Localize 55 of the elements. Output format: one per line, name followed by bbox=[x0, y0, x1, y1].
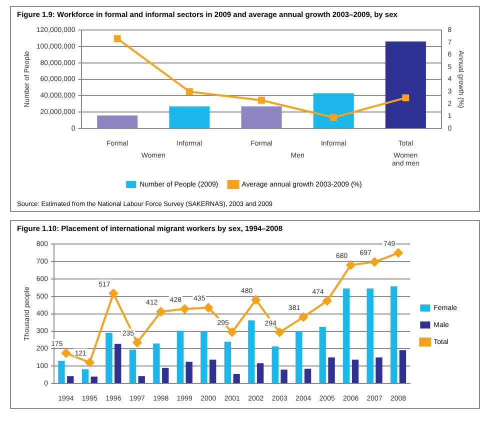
bar bbox=[313, 93, 354, 128]
bar bbox=[67, 376, 74, 384]
bar bbox=[343, 288, 350, 384]
point bbox=[402, 94, 410, 102]
point bbox=[322, 296, 332, 306]
bar bbox=[106, 332, 112, 384]
point bbox=[180, 304, 190, 314]
bar bbox=[129, 350, 136, 384]
bar bbox=[58, 360, 65, 384]
bar bbox=[256, 363, 264, 384]
bar bbox=[176, 330, 184, 384]
bar bbox=[114, 344, 122, 384]
bar bbox=[296, 331, 302, 384]
bar bbox=[376, 357, 382, 384]
bar bbox=[390, 286, 398, 384]
bar bbox=[328, 357, 335, 384]
bar bbox=[233, 374, 240, 384]
bar bbox=[169, 106, 210, 128]
bar bbox=[153, 343, 160, 384]
point bbox=[156, 307, 166, 316]
bar bbox=[241, 106, 282, 128]
point bbox=[370, 257, 380, 266]
point bbox=[61, 348, 70, 358]
bar bbox=[248, 320, 255, 384]
point bbox=[85, 358, 94, 367]
point bbox=[394, 248, 403, 258]
point bbox=[275, 328, 284, 337]
point bbox=[298, 312, 308, 322]
point bbox=[346, 260, 356, 270]
point bbox=[114, 35, 121, 42]
bar bbox=[209, 360, 216, 384]
bar bbox=[138, 376, 145, 384]
point bbox=[204, 303, 213, 312]
point bbox=[132, 338, 142, 348]
point bbox=[251, 295, 260, 304]
bar bbox=[352, 360, 359, 384]
bar bbox=[399, 350, 406, 384]
bar bbox=[385, 42, 426, 128]
bar bbox=[82, 369, 89, 384]
bar bbox=[224, 342, 232, 384]
bar bbox=[186, 362, 192, 384]
bar bbox=[200, 331, 208, 384]
bar bbox=[90, 376, 98, 384]
point bbox=[258, 96, 265, 104]
point bbox=[186, 88, 193, 96]
bar bbox=[97, 115, 138, 128]
bar bbox=[366, 288, 374, 384]
bar bbox=[272, 346, 278, 384]
bar bbox=[304, 368, 312, 384]
bar bbox=[280, 370, 288, 384]
point bbox=[330, 114, 338, 121]
point bbox=[108, 288, 118, 298]
bar bbox=[319, 326, 326, 384]
bar bbox=[162, 368, 169, 384]
point bbox=[228, 328, 237, 337]
